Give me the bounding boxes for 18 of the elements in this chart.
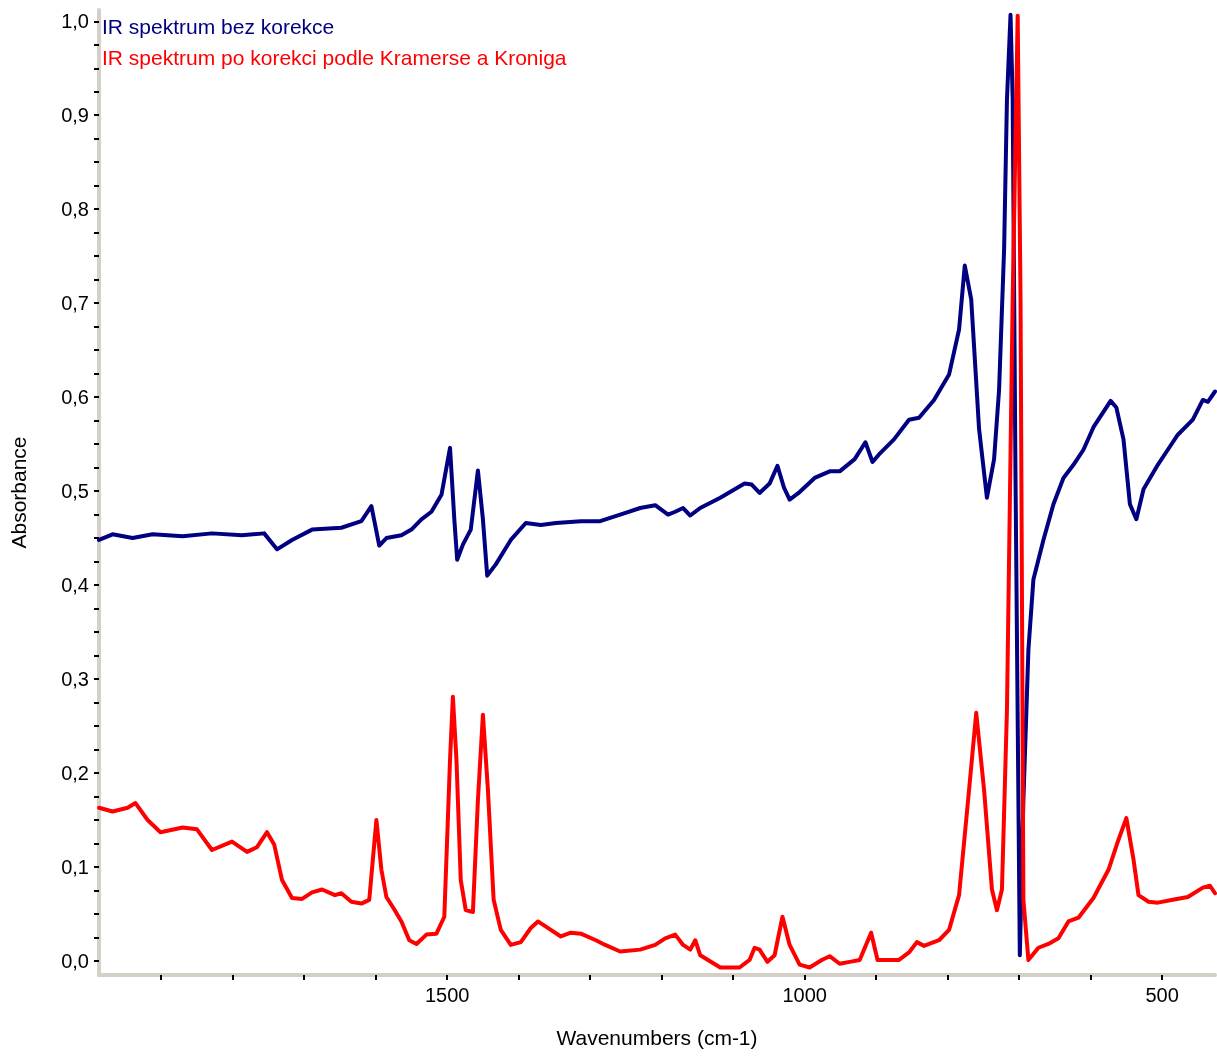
y-tick-label: 0,1 (61, 855, 89, 878)
x-axis-title: Wavenumbers (cm-1) (556, 1026, 758, 1049)
y-tick-label: 0,0 (61, 949, 89, 972)
y-tick-label: 0,4 (61, 574, 89, 597)
y-tick-label: 0,6 (61, 386, 89, 409)
x-tick-label: 1000 (782, 984, 827, 1006)
y-tick-label: 0,8 (61, 198, 89, 221)
x-tick-label: 500 (1145, 984, 1179, 1006)
y-tick-label: 0,5 (61, 480, 89, 503)
y-tick-label: 0,7 (61, 292, 89, 315)
text: IR spektrum po korekci podle Kramerse a Kroniga (102, 46, 567, 69)
y-axis-title: Absorbance (7, 436, 30, 549)
y-tick-label: 0,9 (61, 104, 89, 127)
text: IR spektrum bez korekce (102, 15, 335, 38)
y-tick-label: 1,0 (61, 10, 89, 33)
y-tick-label: 0,2 (61, 761, 89, 784)
y-tick-label: 0,3 (61, 668, 89, 691)
x-tick-label: 1500 (424, 984, 470, 1006)
